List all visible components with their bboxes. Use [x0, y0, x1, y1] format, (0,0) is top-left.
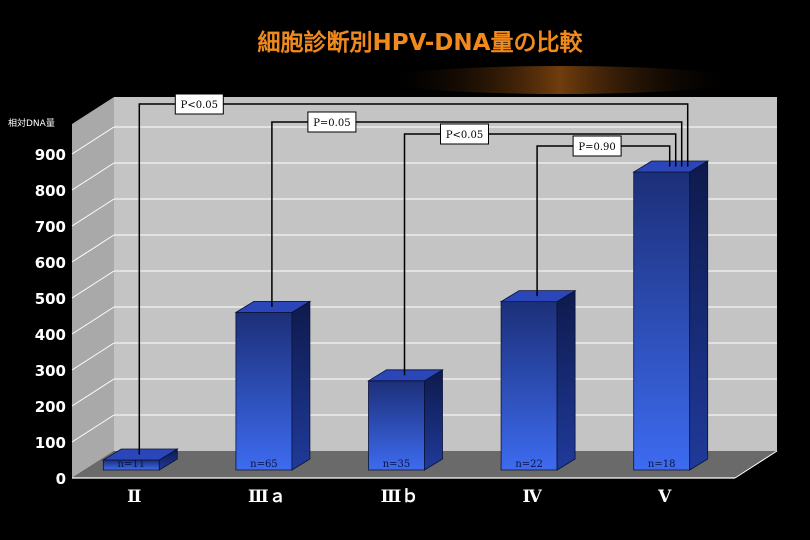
grid-line-side: [71, 414, 115, 443]
bar-side: [291, 300, 311, 471]
y-tick-label: 100: [35, 434, 66, 452]
x-axis-edge: [734, 450, 778, 479]
y-tick-label: 600: [35, 254, 66, 272]
chart-title: 細胞診断別HPV-DNA量の比較: [258, 29, 584, 56]
bar-front: [235, 311, 293, 471]
bar-front: [500, 301, 558, 471]
bar: n=11: [101, 448, 179, 471]
bar: n=35: [367, 369, 444, 471]
y-tick-label: 400: [35, 326, 66, 344]
p-value-box: [174, 93, 224, 115]
significance-bracket: P<0.05: [403, 123, 677, 376]
p-value-box: [440, 123, 489, 145]
grid-line-side: [71, 378, 115, 407]
bar: n=65: [234, 300, 312, 471]
bracket-line: [271, 121, 683, 307]
bar-front: [368, 380, 425, 471]
bar-side: [556, 289, 576, 471]
y-axis-label: 相対DNA量: [8, 117, 55, 129]
x-tick-label: Ⅲｂ: [381, 487, 419, 507]
y-tick-label: 0: [56, 470, 66, 488]
bar: n=22: [499, 289, 577, 471]
y-tick-label: 700: [35, 218, 66, 236]
bar-sample-size: n=22: [515, 459, 543, 470]
bar-top: [234, 300, 312, 313]
y-tick-label: 900: [35, 146, 66, 164]
bar-top: [632, 160, 710, 173]
grid-line-side: [71, 234, 115, 263]
bar-sample-size: n=11: [118, 459, 146, 470]
grid-line-side: [71, 162, 115, 191]
x-tick-label: Ⅴ: [657, 487, 672, 507]
bar-side: [424, 369, 443, 471]
x-tick-label: Ⅱ: [127, 487, 141, 507]
bar-front: [633, 171, 691, 471]
grid-line-side: [71, 306, 115, 335]
significance-bracket: P=0.90: [536, 135, 671, 297]
x-tick-label: Ⅳ: [522, 487, 542, 507]
bar-sample-size: n=18: [648, 459, 676, 470]
y-tick-label: 300: [35, 362, 66, 380]
title-glow: [380, 66, 740, 94]
y-tick-label: 500: [35, 290, 66, 308]
significance-bracket: P=0.05: [271, 111, 683, 307]
bar-side: [689, 160, 709, 471]
p-value-box: [572, 135, 622, 157]
p-value-label: P<0.05: [181, 100, 218, 111]
bar: n=18: [632, 160, 710, 471]
y-tick-label: 800: [35, 182, 66, 200]
bar-top: [499, 290, 577, 303]
bar-top: [367, 369, 444, 382]
grid-line-side: [71, 198, 115, 227]
bracket-line: [403, 133, 677, 376]
x-tick-label: Ⅲａ: [248, 487, 286, 507]
grid-line-side: [71, 270, 115, 299]
p-value-box: [307, 111, 357, 133]
bar-sample-size: n=65: [250, 459, 278, 470]
p-value-label: P=0.05: [313, 118, 350, 129]
grid-line-side: [71, 342, 115, 371]
grid-line-side: [71, 126, 115, 155]
p-value-label: P<0.05: [446, 130, 483, 141]
side-wall: [72, 97, 114, 478]
bar-sample-size: n=35: [383, 459, 411, 470]
significance-bracket: P<0.05: [138, 93, 689, 455]
p-value-label: P=0.90: [578, 142, 615, 153]
y-tick-label: 200: [35, 398, 66, 416]
bar-top: [101, 448, 179, 461]
bracket-line: [138, 103, 689, 455]
